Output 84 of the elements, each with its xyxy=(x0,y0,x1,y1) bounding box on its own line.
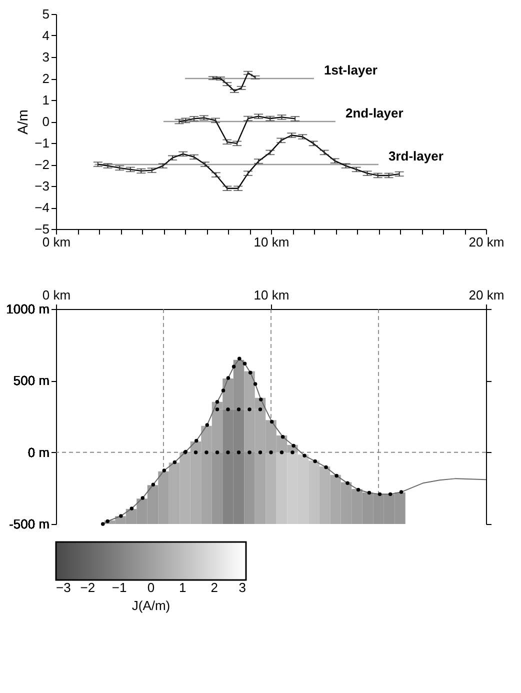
color-bar-label: 0 xyxy=(147,580,155,595)
point xyxy=(151,482,156,486)
x-tick-label: 10 km xyxy=(254,234,290,250)
point xyxy=(194,438,198,443)
y-tick-label: 4 xyxy=(42,28,50,43)
point xyxy=(232,364,236,368)
point xyxy=(258,450,262,454)
point xyxy=(248,407,252,412)
x-tick-label: 0 km xyxy=(42,288,71,302)
x-tick-label: 0 km xyxy=(42,234,71,250)
point xyxy=(378,492,382,496)
point xyxy=(270,420,274,424)
point xyxy=(280,434,285,439)
y-axis-title: A/m xyxy=(14,110,31,134)
y-tick-label: 2 xyxy=(42,71,50,86)
point xyxy=(140,496,145,500)
color-bar-label: −3 xyxy=(56,580,71,595)
point xyxy=(226,450,230,454)
color-bar-label: −2 xyxy=(80,580,96,595)
y-tick-label: 1000 m xyxy=(6,302,50,316)
point xyxy=(346,481,350,486)
point xyxy=(242,362,247,366)
point xyxy=(399,490,404,494)
annotation: 2nd-layer xyxy=(346,106,404,120)
point xyxy=(238,356,242,360)
point xyxy=(221,388,226,392)
point xyxy=(162,468,166,472)
point xyxy=(259,398,263,402)
color-bar-label: 1 xyxy=(179,580,186,595)
y-tick-label: 500 m xyxy=(13,373,50,388)
color-bar-title: J(A/m) xyxy=(132,598,170,613)
color-bar-label: −1 xyxy=(112,580,127,595)
point xyxy=(101,522,105,526)
point xyxy=(119,514,123,518)
point xyxy=(106,519,110,524)
x-tick-label: 10 km xyxy=(254,288,290,302)
point xyxy=(215,400,220,404)
point xyxy=(258,407,262,412)
x-tick-label: 20 km xyxy=(468,288,504,302)
point xyxy=(226,376,230,380)
y-tick-label: 0 xyxy=(42,114,50,129)
x-tick-label: 20 km xyxy=(468,234,504,250)
point xyxy=(215,450,220,454)
point xyxy=(194,450,198,454)
point xyxy=(226,407,230,412)
point xyxy=(324,465,328,470)
point xyxy=(253,382,258,386)
bar xyxy=(244,452,255,524)
y-tick-label: -500 m xyxy=(9,516,50,532)
point xyxy=(313,459,317,464)
point xyxy=(367,490,372,495)
point xyxy=(236,450,241,454)
point xyxy=(388,492,392,496)
point xyxy=(248,370,252,375)
annotation: 1st-layer xyxy=(324,62,378,78)
point xyxy=(248,450,252,454)
point xyxy=(215,407,220,412)
point xyxy=(290,450,294,454)
line-series xyxy=(178,116,296,144)
point xyxy=(334,474,338,478)
y-tick-label: 0 m xyxy=(28,444,50,460)
point xyxy=(302,454,306,458)
y-tick-label: −4 xyxy=(34,200,50,215)
color-bar-label: 3 xyxy=(238,580,246,595)
y-tick-label: −3 xyxy=(34,178,50,194)
point xyxy=(280,450,284,454)
point xyxy=(236,407,241,412)
point xyxy=(130,506,134,510)
annotation: 3rd-layer xyxy=(388,148,444,164)
point xyxy=(269,450,273,454)
bar xyxy=(212,452,223,524)
point xyxy=(204,450,208,454)
y-tick-label: 5 xyxy=(42,6,50,22)
y-tick-label: −1 xyxy=(34,136,50,150)
y-tick-label: −2 xyxy=(34,157,50,172)
point xyxy=(205,423,210,427)
point xyxy=(292,444,296,448)
y-tick-label: 3 xyxy=(42,50,50,64)
point xyxy=(356,488,360,492)
line-series xyxy=(102,358,486,524)
point xyxy=(172,460,177,464)
y-tick-label: 1 xyxy=(42,92,50,108)
color-bar-label: 2 xyxy=(210,580,218,595)
y-tick-label: −5 xyxy=(34,222,50,236)
